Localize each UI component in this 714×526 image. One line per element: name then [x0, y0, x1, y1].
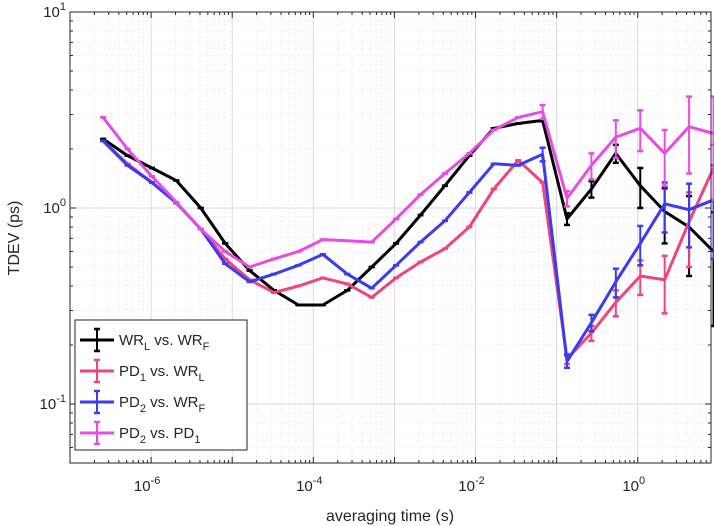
error-bar	[637, 166, 644, 210]
tick-base: 10	[134, 478, 151, 495]
y-axis-label: TDEV (ps)	[6, 201, 23, 276]
tick-exponent: -4	[313, 475, 323, 487]
x-tick-label: 10-6	[134, 475, 160, 495]
error-bar	[564, 212, 571, 227]
legend-subscript: 2	[140, 434, 146, 446]
error-bar	[588, 313, 595, 333]
error-bar	[661, 254, 668, 315]
tick-exponent: 0	[60, 197, 66, 209]
legend-box	[74, 319, 248, 451]
error-bar	[564, 354, 571, 370]
tick-base: 10	[458, 478, 475, 495]
error-bar	[588, 152, 595, 181]
error-bar	[661, 128, 668, 187]
error-bar	[564, 189, 571, 208]
error-bar	[612, 267, 619, 299]
legend-text: PD	[119, 425, 140, 442]
error-bar	[539, 146, 546, 163]
legend-subscript: 2	[140, 403, 146, 415]
error-bar	[539, 103, 546, 121]
legend-entry: PD2 vs. WRF	[80, 389, 205, 415]
tick-base: 10	[296, 478, 313, 495]
legend-label: WRL vs. WRF	[119, 332, 210, 353]
tick-base: 10	[43, 200, 60, 217]
tick-exponent: -1	[56, 393, 66, 405]
legend-text: vs.	[146, 363, 174, 380]
x-tick-label: 10-4	[296, 475, 322, 495]
x-tick-label: 10-2	[458, 475, 484, 495]
legend-label: PD2 vs. PD1	[119, 425, 200, 446]
legend-text: PD	[119, 394, 140, 411]
legend-label: PD2 vs. WRF	[119, 394, 205, 415]
legend-text: PD	[173, 425, 194, 442]
legend-text: WR	[173, 363, 198, 380]
y-tick-label: 10-1	[40, 393, 66, 413]
legend-label: PD1 vs. WRL	[119, 363, 205, 384]
x-tick-label: 100	[622, 475, 645, 495]
legend-subscript: L	[198, 372, 204, 384]
legend-subscript: F	[198, 403, 205, 415]
x-axis-label: averaging time (s)	[326, 508, 454, 525]
legend-subscript: L	[144, 341, 150, 353]
y-tick-label: 101	[43, 1, 66, 21]
error-bar	[588, 179, 595, 199]
tick-exponent: 1	[60, 1, 66, 13]
error-bar	[612, 119, 619, 160]
legend-text: WR	[178, 332, 203, 349]
legend-text: WR	[119, 332, 144, 349]
legend-entry: PD2 vs. PD1	[80, 420, 200, 446]
tick-exponent: 0	[639, 475, 645, 487]
legend-text: WR	[173, 394, 198, 411]
legend-text: vs.	[150, 332, 178, 349]
legend-entry: PD1 vs. WRL	[80, 358, 205, 384]
tick-base: 10	[622, 478, 639, 495]
legend-subscript: 1	[140, 372, 146, 384]
error-bar	[686, 182, 693, 249]
legend-text: vs.	[146, 394, 174, 411]
error-bar	[686, 95, 693, 175]
tick-exponent: -6	[151, 475, 161, 487]
legend-text: vs.	[146, 425, 174, 442]
legend-subscript: 1	[194, 434, 200, 446]
series-line	[102, 118, 714, 307]
tick-exponent: -2	[475, 475, 485, 487]
ticks	[69, 11, 712, 464]
tick-base: 10	[43, 4, 60, 21]
y-tick-label: 100	[43, 197, 66, 217]
legend-text: PD	[119, 363, 140, 380]
legend-entry: WRL vs. WRF	[80, 327, 210, 353]
legend-subscript: F	[203, 341, 210, 353]
error-bar	[637, 224, 644, 267]
tick-base: 10	[40, 396, 57, 413]
series-line	[101, 110, 714, 269]
error-bar	[637, 109, 644, 153]
